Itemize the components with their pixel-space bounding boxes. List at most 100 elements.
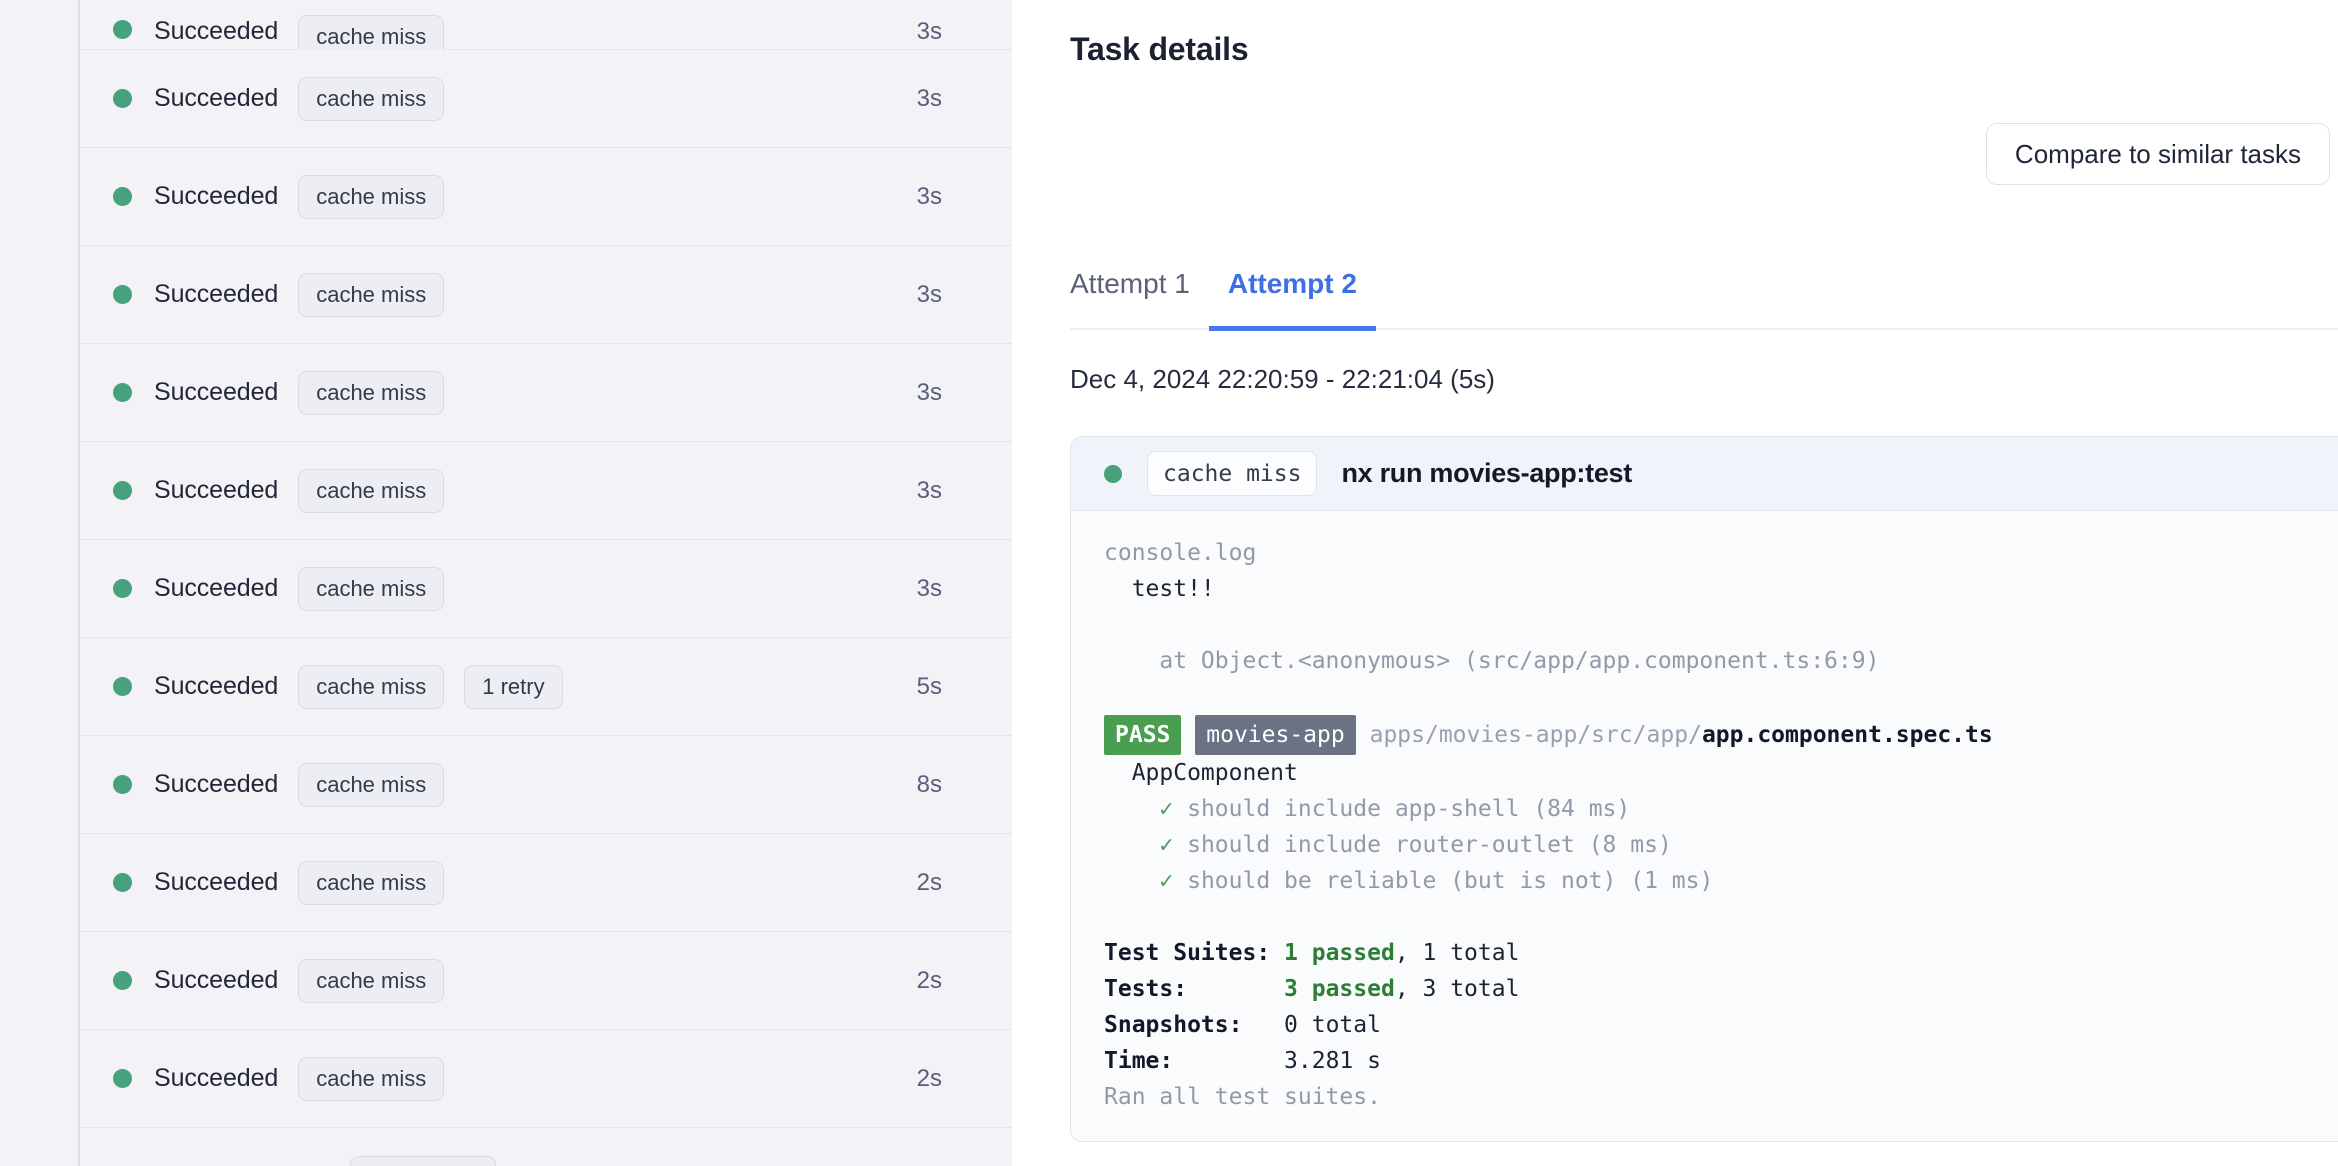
cache-status-badge: cache miss: [298, 762, 445, 807]
task-status-label: Succeeded: [154, 476, 279, 504]
task-duration: 2s: [916, 1064, 942, 1092]
table-row[interactable]: Succeeded cache miss 3s: [80, 50, 1012, 148]
status-dot-success: [113, 481, 132, 500]
cache-status-badge: cache miss: [298, 860, 445, 905]
test-case-time: (8 ms): [1588, 832, 1672, 858]
status-dot-success: [113, 187, 132, 206]
task-details-panel: Task details Compare to similar tasks At…: [1012, 0, 2338, 1166]
task-duration: 2s: [916, 868, 942, 896]
task-status-label: Succeeded: [154, 17, 279, 45]
task-status-label: Succeeded: [154, 182, 279, 210]
terminal-blank-line: [1104, 679, 2338, 715]
table-row[interactable]: Succeeded cache miss 1 retry 5s: [80, 638, 1012, 736]
cache-status-badge: cache miss: [298, 664, 445, 709]
status-dot-success: [113, 89, 132, 108]
summary-passed-test-suites: 1 passed: [1284, 940, 1395, 966]
summary-label-tests: Tests:: [1104, 976, 1188, 1002]
task-status-label: Succeeded: [154, 280, 279, 308]
console-stack-line: at Object.<anonymous> (src/app/app.compo…: [1104, 648, 1880, 674]
summary-label-time: Time:: [1104, 1048, 1174, 1074]
status-dot-success: [113, 20, 132, 39]
status-dot-success: [113, 971, 132, 990]
table-row[interactable]: Succeeded cache miss 2s: [80, 834, 1012, 932]
task-status-label: Succeeded: [154, 574, 279, 602]
test-case-time: (1 ms): [1630, 868, 1714, 894]
cache-status-badge: cache miss: [298, 958, 445, 1003]
table-row[interactable]: Succeeded cache miss 8s: [80, 736, 1012, 834]
cache-status-badge: cache miss: [298, 76, 445, 121]
spec-file-name: app.component.spec.ts: [1701, 722, 1993, 748]
task-duration: 3s: [916, 84, 942, 112]
status-dot-success: [113, 383, 132, 402]
task-duration: 8s: [916, 770, 942, 798]
attempt-tabs[interactable]: Attempt 1 Attempt 2: [1070, 245, 2338, 331]
project-badge: movies-app: [1195, 715, 1356, 755]
task-status-label: Succeeded: [154, 868, 279, 896]
summary-total-test-suites: , 1 total: [1394, 940, 1520, 966]
table-row[interactable]: Succeeded cache miss 2s: [80, 1030, 1012, 1128]
test-case-time: (84 ms): [1533, 796, 1631, 822]
task-status-label: Succeeded: [154, 966, 279, 994]
status-dot-success: [113, 1069, 132, 1088]
cache-status-badge: cache miss: [298, 272, 445, 317]
task-duration: 3s: [916, 574, 942, 602]
table-row[interactable]: cache miss: [80, 1128, 1012, 1166]
terminal-blank-line: [1104, 899, 2338, 935]
terminal-blank-line: [1104, 607, 2338, 643]
tab-attempt-1[interactable]: Attempt 1: [1070, 268, 1190, 299]
table-row[interactable]: Succeeded cache miss 3s: [80, 148, 1012, 246]
task-status-label: Succeeded: [154, 1064, 279, 1092]
console-log-message: test!!: [1104, 576, 1215, 602]
task-duration: 3s: [916, 476, 942, 504]
table-row[interactable]: Succeeded cache miss 3s: [80, 344, 1012, 442]
cache-status-badge: cache miss: [298, 174, 445, 219]
task-duration: 2s: [916, 966, 942, 994]
terminal-footer-line: Ran all test suites.: [1104, 1084, 1381, 1110]
pass-badge: PASS: [1104, 715, 1182, 755]
retry-count-badge: 1 retry: [464, 664, 563, 709]
attempt-timestamp: Dec 4, 2024 22:20:59 - 22:21:04 (5s): [1070, 364, 1495, 394]
table-row[interactable]: Succeeded cache miss 3s: [80, 442, 1012, 540]
task-status-label: Succeeded: [154, 84, 279, 112]
cache-status-badge: cache miss: [350, 1156, 497, 1166]
task-command-label: nx run movies-app:test: [1341, 458, 1632, 488]
task-output-card: cache miss nx run movies-app:test consol…: [1070, 436, 2338, 1142]
table-row[interactable]: Succeeded cache miss 3s: [80, 0, 1012, 59]
task-status-label: Succeeded: [154, 672, 279, 700]
cache-status-badge: cache miss: [298, 566, 445, 611]
summary-pad: [1173, 1048, 1284, 1074]
summary-passed-tests: 3 passed: [1284, 976, 1395, 1002]
task-duration: 3s: [916, 182, 942, 210]
summary-label-snapshots: Snapshots:: [1104, 1012, 1243, 1038]
left-gutter: [0, 0, 78, 1166]
test-case-name: should include router-outlet: [1187, 832, 1575, 858]
task-status-label: Succeeded: [154, 378, 279, 406]
status-dot-success: [113, 775, 132, 794]
table-row[interactable]: Succeeded cache miss 3s: [80, 540, 1012, 638]
task-list[interactable]: Succeeded cache miss 3s Succeeded cache …: [78, 0, 1012, 1166]
task-duration: 3s: [916, 280, 942, 308]
task-duration: 3s: [916, 18, 942, 45]
status-dot-success: [113, 285, 132, 304]
test-pass-check-icon: ✓: [1159, 796, 1174, 822]
cache-status-badge: cache miss: [298, 1056, 445, 1101]
summary-total-time: 3.281 s: [1284, 1048, 1381, 1074]
summary-label-test-suites: Test Suites:: [1104, 940, 1271, 966]
console-log-label: console.log: [1104, 540, 1257, 566]
table-row[interactable]: Succeeded cache miss 3s: [80, 246, 1012, 344]
spec-file-path: apps/movies-app/src/app/: [1369, 722, 1702, 748]
test-pass-check-icon: ✓: [1159, 868, 1174, 894]
task-output-card-header[interactable]: cache miss nx run movies-app:test: [1071, 437, 2338, 511]
task-duration: 5s: [916, 672, 942, 700]
compare-to-similar-tasks-button[interactable]: Compare to similar tasks: [1985, 123, 2330, 185]
tab-attempt-2[interactable]: Attempt 2: [1208, 268, 1376, 331]
status-dot-success: [113, 677, 132, 696]
status-dot-success: [1104, 464, 1122, 483]
test-pass-check-icon: ✓: [1159, 832, 1174, 858]
table-row[interactable]: Succeeded cache miss 2s: [80, 932, 1012, 1030]
summary-pad: [1187, 976, 1284, 1002]
cache-status-badge: cache miss: [298, 468, 445, 513]
test-suite-name: AppComponent: [1104, 760, 1298, 786]
cache-status-badge: cache miss: [1147, 451, 1318, 496]
